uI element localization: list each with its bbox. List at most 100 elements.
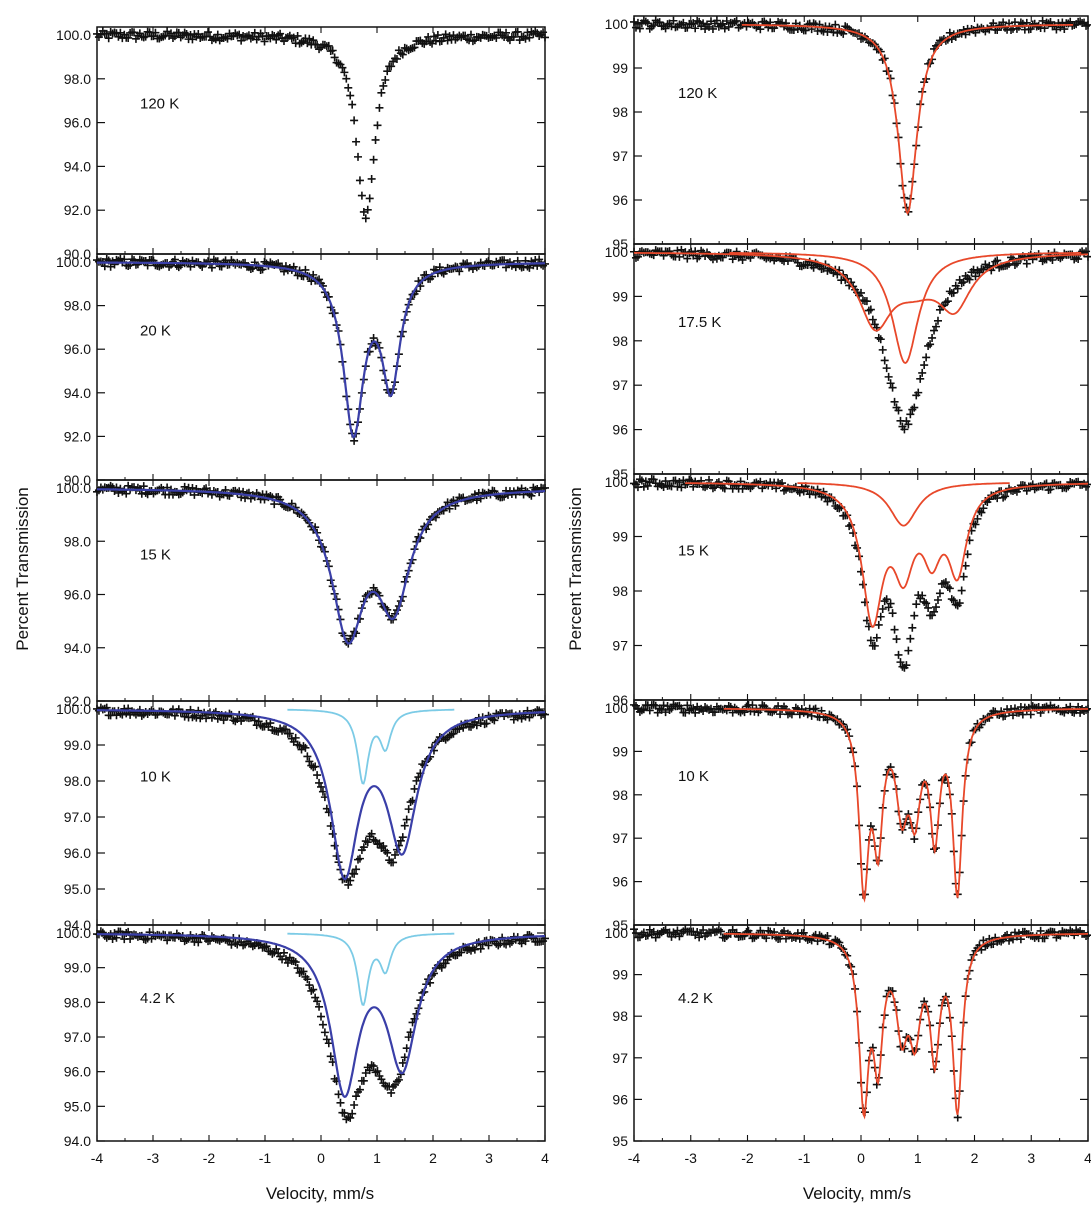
- data-point: [689, 704, 698, 713]
- panel-right-1: 100 99 98 97 96 95 17.5 K: [605, 243, 1091, 482]
- data-point: [635, 24, 644, 33]
- data-point: [299, 967, 308, 976]
- data-point: [324, 1039, 333, 1048]
- data-point: [888, 383, 897, 392]
- data-point: [906, 634, 915, 643]
- y-tick-label: 97: [612, 638, 628, 654]
- data-point: [659, 483, 668, 492]
- y-tick-label: 98.0: [64, 71, 91, 87]
- fit-line-blue: [97, 709, 545, 881]
- data-point: [890, 397, 899, 406]
- y-tick-label: 97: [612, 1050, 628, 1066]
- data-point: [315, 1002, 324, 1011]
- data-point: [293, 964, 302, 973]
- data-point: [631, 929, 640, 938]
- data-point: [352, 137, 361, 146]
- data-point: [973, 514, 982, 523]
- x-tick-label: 2: [971, 1150, 979, 1166]
- data-point: [404, 1033, 413, 1042]
- data-point: [823, 715, 832, 724]
- y-tick-label: 100.0: [56, 480, 91, 496]
- data-point: [182, 29, 191, 38]
- data-point: [124, 33, 133, 42]
- y-tick-label: 94.0: [64, 1133, 91, 1149]
- data-point: [862, 297, 871, 306]
- data-point: [459, 723, 468, 732]
- data-point: [122, 489, 131, 498]
- data-point: [699, 925, 708, 934]
- data-point: [712, 16, 721, 25]
- y-tick-label: 96: [612, 422, 628, 438]
- data-point: [807, 711, 816, 720]
- data-point: [470, 945, 479, 954]
- data-point: [710, 483, 719, 492]
- data-point: [908, 623, 917, 632]
- data-point: [363, 838, 372, 847]
- panel-right-4: 100 99 98 97 96 95 4.2 K: [605, 924, 1091, 1149]
- data-point: [350, 869, 359, 878]
- y-tick-label: 96.0: [64, 1064, 91, 1080]
- y-tick-label: 98.0: [64, 994, 91, 1010]
- data-point: [1022, 259, 1031, 268]
- data-point: [318, 787, 327, 796]
- data-point: [521, 34, 530, 43]
- data-point: [513, 27, 522, 36]
- data-point: [317, 782, 325, 791]
- data-point: [691, 24, 700, 33]
- data-point: [900, 425, 909, 434]
- data-point: [910, 835, 919, 844]
- data-point: [402, 815, 411, 824]
- data-point: [367, 829, 376, 838]
- panel-left-4: 100.0 99.0 98.0 97.0 96.0 95.0 94.0 4.2 K: [56, 924, 549, 1149]
- data-point: [476, 944, 485, 953]
- y-tick-label: 98.0: [64, 773, 91, 789]
- data-point: [361, 214, 370, 223]
- y-tick-label: 96.0: [64, 115, 91, 131]
- data-point: [823, 931, 832, 940]
- fit-line-blue: [97, 261, 545, 439]
- data-points: [93, 26, 549, 223]
- data-point: [639, 705, 648, 714]
- data-point: [918, 591, 927, 600]
- data-point: [383, 848, 392, 857]
- fit-line-red: [634, 252, 1089, 332]
- x-tick-label: -4: [628, 1150, 641, 1166]
- data-point: [441, 30, 450, 39]
- x-tick-label: -4: [91, 1150, 104, 1166]
- data-point: [207, 713, 216, 722]
- data-point: [342, 74, 351, 83]
- data-point: [914, 388, 923, 397]
- fit-line-red: [741, 24, 1074, 215]
- data-point: [924, 603, 933, 612]
- x-tick-label: -1: [259, 1150, 272, 1166]
- data-point: [525, 33, 534, 42]
- y-tick-label: 92.0: [64, 693, 91, 709]
- data-point: [874, 620, 883, 629]
- temperature-label: 17.5 K: [678, 314, 721, 331]
- data-point: [410, 43, 419, 52]
- data-point: [357, 191, 366, 200]
- data-point: [391, 850, 400, 859]
- data-point: [541, 33, 549, 42]
- data-point: [186, 30, 195, 39]
- data-point: [1060, 25, 1069, 34]
- y-tick-label: 99.0: [64, 960, 91, 976]
- data-point: [756, 926, 765, 935]
- data-point: [933, 316, 942, 325]
- x-tick-label: 0: [857, 1150, 865, 1166]
- y-tick-label: 94.0: [64, 158, 91, 174]
- data-point: [677, 704, 686, 713]
- data-point: [379, 81, 388, 90]
- data-point: [350, 116, 359, 125]
- data-point: [858, 580, 867, 589]
- data-point: [880, 356, 889, 365]
- data-point: [377, 88, 386, 97]
- data-point: [379, 842, 388, 851]
- data-point: [219, 716, 228, 725]
- data-point: [133, 260, 142, 269]
- data-point: [979, 504, 988, 513]
- data-point: [643, 931, 652, 940]
- fit-line-red: [723, 932, 1088, 1120]
